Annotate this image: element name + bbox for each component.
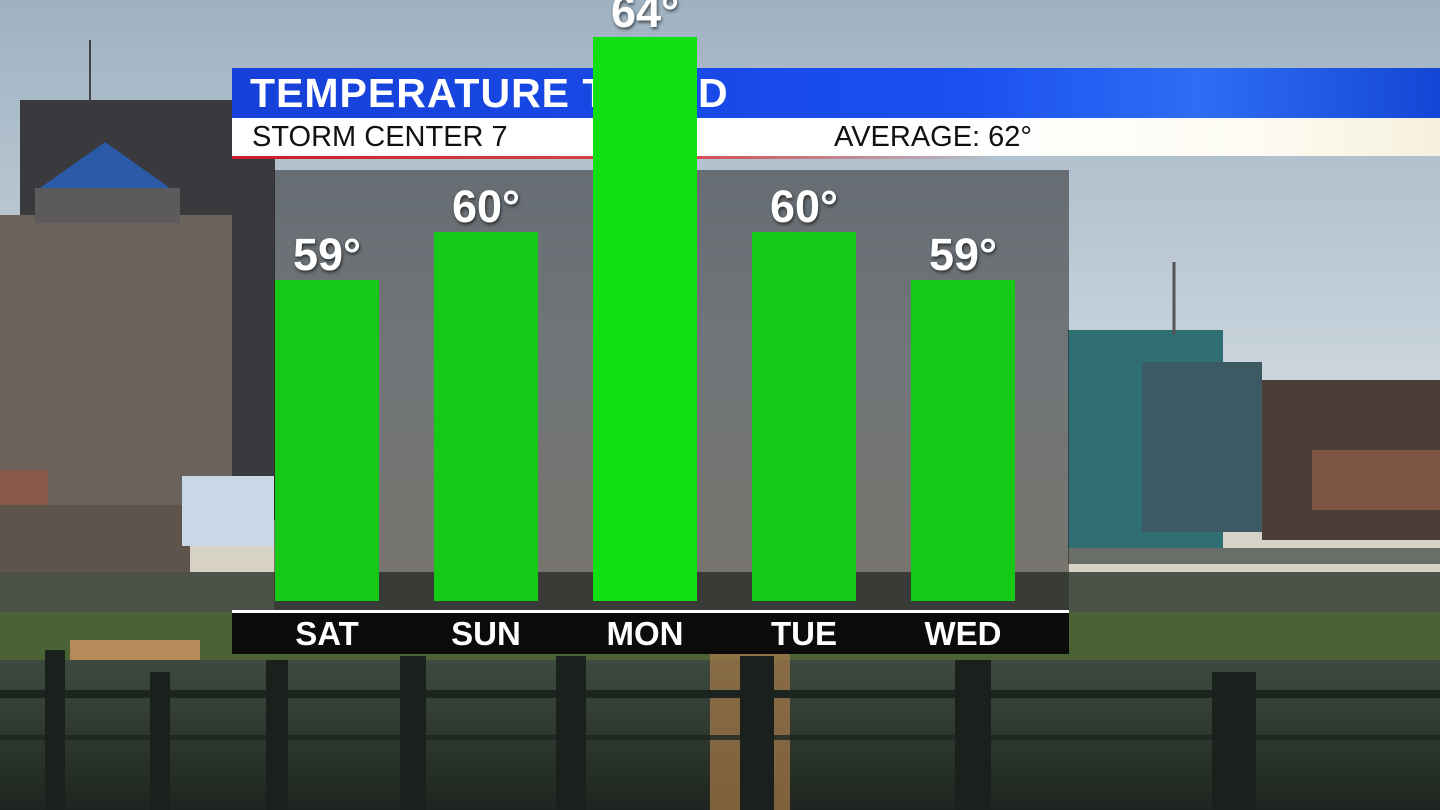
data-label-sun: 60° [451,180,521,232]
bar-wed [911,280,1015,601]
tick-label-sat: SAT [295,615,359,652]
data-label-sat: 59° [292,229,362,281]
tick-label-mon: MON [606,615,684,652]
bar-tue [752,231,856,601]
data-label-wed: 59° [928,229,998,281]
tick-label-wed: WED [924,615,1002,652]
bar-sun [434,231,538,601]
chart-baseline [232,610,1069,613]
day-label-band [232,613,1069,654]
tick-label-tue: TUE [771,615,837,652]
subtitle-banner [232,118,1440,156]
data-label-mon: 64° [610,0,680,38]
station-name: STORM CENTER 7 [252,121,508,153]
bar-sat [275,280,379,601]
title-banner [232,68,1440,118]
tick-label-sun: SUN [451,615,521,652]
average-temperature: AVERAGE: 62° [834,121,1033,153]
data-label-tue: 60° [769,180,839,232]
bar-mon [593,37,697,601]
